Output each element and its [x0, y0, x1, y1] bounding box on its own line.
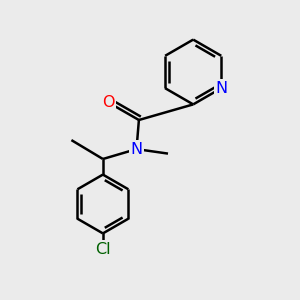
Text: Cl: Cl — [95, 242, 111, 256]
Text: N: N — [130, 142, 142, 157]
Text: O: O — [102, 95, 115, 110]
Text: N: N — [215, 81, 227, 96]
